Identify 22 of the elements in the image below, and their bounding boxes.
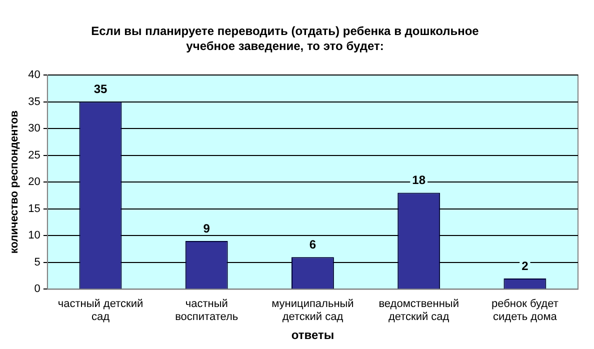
x-tick-label: ребнок будет сидеть дома [492,298,558,324]
y-tick-label: 25 [28,149,40,162]
x-tick-label: частный детский сад [58,298,144,324]
y-tick-label: 15 [28,202,40,215]
y-tick-label: 20 [28,176,40,188]
y-axis-title: количество респондентов [8,110,21,254]
y-tick-label: 35 [28,96,40,108]
chart-title: Если вы планируете переводить (отдать) ребенка в дошкольное учебное заведение, то это будет: [90,24,480,54]
y-tick-label: 0 [34,283,40,296]
data-label: 35 [94,82,108,96]
data-label: 2 [522,258,529,273]
data-label: 18 [412,173,426,188]
data-label: 9 [203,221,210,236]
x-tick-label: ведомственный детский сад [378,298,459,324]
y-tick-label: 10 [28,230,40,242]
x-axis-title: ответы [291,328,334,342]
x-tick-label: муниципальный детский сад [272,298,354,324]
data-label: 6 [309,237,316,252]
x-tick-label: частный воспитатель [175,298,238,324]
y-tick-label: 30 [28,122,40,135]
y-tick-label: 5 [34,256,40,268]
y-tick-label: 40 [28,69,40,82]
